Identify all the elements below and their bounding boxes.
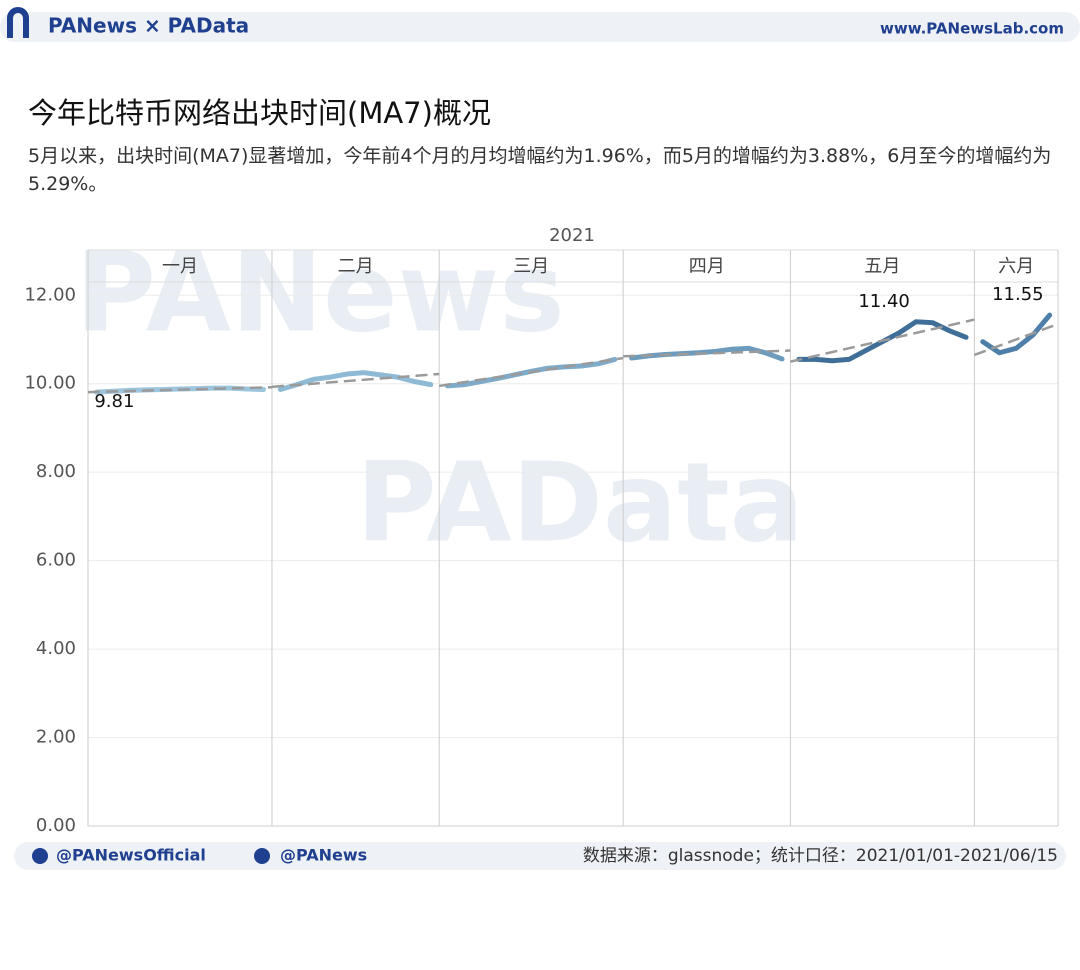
- data-label: 9.81: [94, 391, 134, 412]
- brand: PANews × PAData: [48, 14, 249, 38]
- panel-label: 五月: [864, 256, 900, 277]
- y-tick-label: 8.00: [36, 461, 76, 482]
- trend-line: [271, 372, 440, 389]
- data-label: 11.55: [992, 284, 1044, 305]
- trend-line: [623, 349, 791, 358]
- source: 数据来源：glassnode；统计口径：2021/01/01-2021/06/1…: [583, 846, 1058, 866]
- panel-label: 一月: [162, 256, 198, 277]
- panel-label: 三月: [513, 256, 549, 277]
- header-bar: [0, 12, 1080, 42]
- data-label: 11.40: [858, 291, 910, 312]
- footer-bar: [14, 842, 1066, 870]
- y-tick-label: 4.00: [36, 638, 76, 659]
- subtitle-box: 5月以来，出块时间(MA7)显著增加，今年前4个月的月均增幅约为1.96%，而5…: [28, 145, 1052, 195]
- trend-line: [973, 322, 1059, 357]
- y-tick-label: 12.00: [24, 284, 76, 305]
- chart-title: 今年比特币网络出块时间(MA7)概况: [28, 96, 491, 130]
- y-tick-label: 6.00: [36, 550, 76, 571]
- subtitle: 5月以来，出块时间(MA7)显著增加，今年前4个月的月均增幅约为1.96%，而5…: [28, 145, 1052, 195]
- y-tick-label: 10.00: [24, 373, 76, 394]
- data-line: [277, 370, 434, 392]
- year-label: 2021: [549, 225, 595, 246]
- y-tick-label: 0.00: [36, 815, 76, 836]
- trend-line: [790, 318, 975, 363]
- trend-line: [87, 386, 272, 394]
- weibo-icon: [254, 848, 270, 864]
- weibo: @PANews: [280, 846, 367, 865]
- logo: [7, 7, 29, 38]
- y-tick-label: 2.00: [36, 727, 76, 748]
- panel-label: 四月: [689, 256, 725, 277]
- panel-label: 二月: [338, 256, 374, 277]
- panel-label: 六月: [998, 256, 1034, 277]
- twitter-icon: [32, 848, 48, 864]
- watermark: PANews: [75, 228, 564, 356]
- trend-line: [439, 356, 624, 388]
- watermark: PAData: [356, 438, 804, 566]
- twitter: @PANewsOfficial: [56, 846, 206, 865]
- url: www.PANewsLab.com: [880, 20, 1064, 38]
